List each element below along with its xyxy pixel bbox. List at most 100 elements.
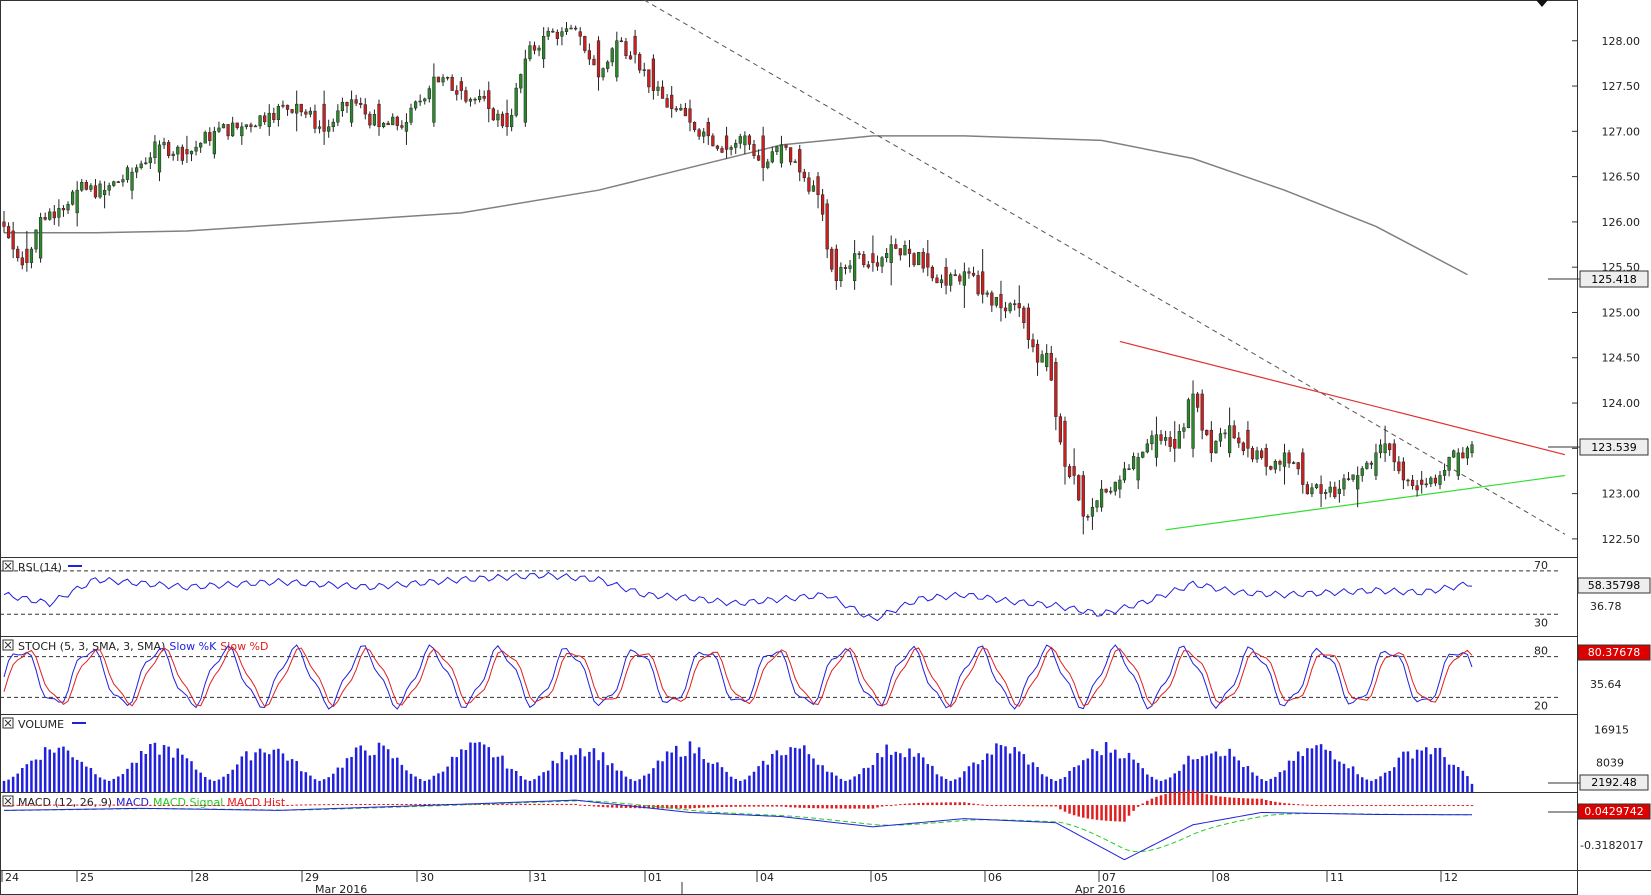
macd-hist-bar: [1036, 805, 1039, 807]
macd-hist-bar: [30, 804, 33, 806]
volume-bar: [1013, 747, 1016, 792]
volume-bar: [1356, 774, 1359, 792]
candle-body: [880, 257, 884, 267]
candle-body: [48, 211, 52, 220]
volume-bar: [1164, 779, 1167, 792]
macd-hist-label: MACD Hist: [227, 796, 286, 809]
macd-hist-bar: [300, 804, 303, 806]
volume-bar: [675, 745, 678, 792]
macd-hist-bar: [377, 803, 381, 806]
volume-bar: [720, 767, 724, 792]
volume-bars: [2, 741, 1474, 792]
macd-hist-bar: [1050, 805, 1053, 807]
volume-bar: [43, 747, 47, 792]
scroll-marker-icon[interactable]: [1536, 0, 1548, 7]
macd-hist-bar: [542, 803, 545, 806]
macd-hist-bar: [194, 805, 198, 807]
price-tick-label: 124.00: [1602, 397, 1641, 410]
macd-hist-bar: [1466, 805, 1469, 807]
candle-body: [102, 189, 107, 195]
candle-body: [185, 149, 189, 155]
volume-bar: [976, 764, 980, 792]
candle-body: [779, 144, 784, 164]
volume-bar: [391, 758, 394, 792]
volume-bar: [1242, 767, 1245, 792]
macd-hist-bar: [85, 804, 88, 806]
macd-hist-bar: [1411, 805, 1414, 807]
volume-bar: [1457, 767, 1460, 792]
macd-hist-bar: [1397, 805, 1401, 807]
volume-bar: [940, 776, 943, 792]
volume-bar: [867, 767, 870, 792]
volume-bar: [7, 779, 10, 792]
volume-bar: [565, 759, 568, 792]
volume-bar: [601, 752, 605, 792]
candle-body: [542, 35, 546, 60]
macd-hist-bar: [121, 804, 125, 806]
day-label: 29: [305, 871, 319, 884]
candle-body: [711, 135, 715, 147]
macd-hist-bar: [1260, 798, 1263, 806]
candle-body: [592, 58, 596, 66]
volume-bar: [578, 748, 582, 792]
volume-bar: [501, 755, 504, 792]
volume-bar: [1278, 772, 1282, 792]
volume-bar: [537, 775, 541, 792]
candle-body: [1145, 443, 1149, 453]
candle-body: [1218, 433, 1223, 442]
macd-hist-bar: [1356, 805, 1359, 807]
candle-body: [1360, 468, 1364, 476]
candle-body: [1392, 443, 1396, 463]
macd-hist-bar: [62, 804, 65, 806]
macd-hist-bar: [931, 802, 934, 806]
volume-bar: [460, 749, 463, 792]
macd-hist-bar: [1063, 805, 1067, 812]
volume-bar: [386, 749, 390, 792]
volume-bar: [171, 757, 175, 792]
macd-hist-bar: [597, 805, 600, 807]
candle-body: [363, 104, 367, 115]
volume-bar: [633, 780, 637, 792]
volume-bar: [862, 768, 866, 792]
macd-hist-bar: [1351, 805, 1355, 807]
candle-body: [1269, 466, 1273, 470]
macd-hist-bar: [43, 804, 47, 806]
volume-bar: [1036, 767, 1039, 792]
candle-body: [889, 244, 893, 263]
candle-body: [692, 122, 697, 131]
candle-body: [194, 146, 198, 152]
candle-body: [528, 45, 532, 60]
candle-body: [1159, 434, 1163, 441]
candle-body: [784, 144, 788, 148]
volume-bar: [899, 753, 902, 792]
volume-bar: [1045, 776, 1048, 792]
candle-body: [1383, 443, 1387, 454]
volume-bar: [583, 756, 587, 792]
volume-bar: [258, 748, 262, 792]
candle-body: [1049, 352, 1053, 381]
macd-hist-bar: [1324, 805, 1327, 807]
volume-bar: [176, 748, 180, 792]
macd-hist-bar: [103, 804, 106, 806]
volume-bar: [972, 762, 975, 792]
volume-bar: [798, 748, 801, 792]
macd-hist-bar: [80, 804, 83, 806]
volume-bar: [835, 775, 838, 792]
macd-hist-bar: [876, 805, 879, 808]
macd-hist-bar: [656, 805, 660, 809]
day-label: 08: [1216, 871, 1230, 884]
macd-hist-bar: [318, 804, 321, 806]
macd-hist-bar: [149, 804, 152, 806]
candle-body: [1205, 429, 1209, 435]
candle-body: [967, 271, 971, 274]
candle-body: [359, 103, 363, 105]
candle-body: [1173, 439, 1177, 449]
candle-body: [121, 179, 125, 183]
candle-body: [857, 253, 861, 255]
candle-body: [1122, 468, 1127, 481]
volume-bar: [446, 766, 449, 792]
candle-body: [441, 77, 445, 83]
candle-body: [20, 257, 24, 266]
candle-body: [1324, 492, 1328, 494]
ma-price-tag: 125.418: [1548, 270, 1649, 288]
